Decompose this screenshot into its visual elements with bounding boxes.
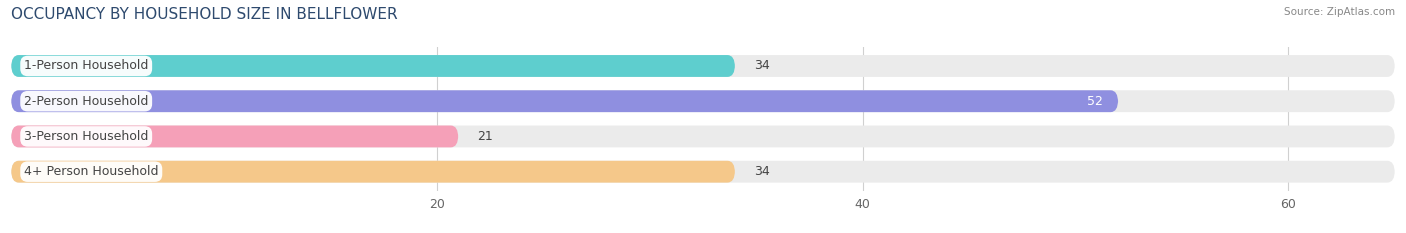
Text: 52: 52 bbox=[1087, 95, 1104, 108]
Text: 4+ Person Household: 4+ Person Household bbox=[24, 165, 159, 178]
Text: 1-Person Household: 1-Person Household bbox=[24, 59, 149, 72]
FancyBboxPatch shape bbox=[11, 90, 1395, 112]
Text: 34: 34 bbox=[754, 59, 770, 72]
FancyBboxPatch shape bbox=[11, 55, 735, 77]
Text: 2-Person Household: 2-Person Household bbox=[24, 95, 149, 108]
Text: 3-Person Household: 3-Person Household bbox=[24, 130, 149, 143]
Text: OCCUPANCY BY HOUSEHOLD SIZE IN BELLFLOWER: OCCUPANCY BY HOUSEHOLD SIZE IN BELLFLOWE… bbox=[11, 7, 398, 22]
Text: Source: ZipAtlas.com: Source: ZipAtlas.com bbox=[1284, 7, 1395, 17]
Text: 34: 34 bbox=[754, 165, 770, 178]
FancyBboxPatch shape bbox=[11, 126, 458, 147]
FancyBboxPatch shape bbox=[11, 161, 735, 183]
FancyBboxPatch shape bbox=[11, 55, 1395, 77]
Text: 21: 21 bbox=[478, 130, 494, 143]
FancyBboxPatch shape bbox=[11, 126, 1395, 147]
FancyBboxPatch shape bbox=[11, 161, 1395, 183]
FancyBboxPatch shape bbox=[11, 90, 1118, 112]
